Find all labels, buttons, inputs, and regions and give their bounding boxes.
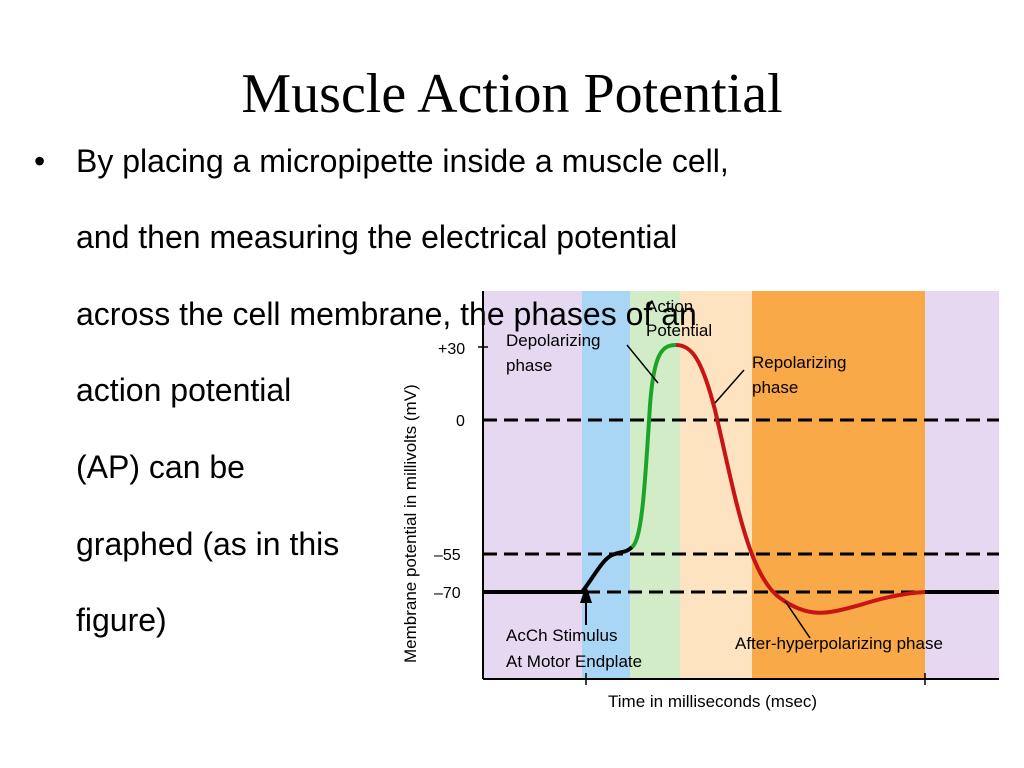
y-tick-label-0: 0 xyxy=(456,413,465,430)
action-potential-label-line2: Potential xyxy=(646,321,712,340)
y-tick-label-plus30: +30 xyxy=(438,341,465,358)
x-axis-label: Time in milliseconds (msec) xyxy=(608,692,817,711)
y-tick-label-minus70: –70 xyxy=(434,585,461,602)
band-depolarizing xyxy=(630,291,680,679)
bullet-dot: • xyxy=(34,143,46,179)
band-stimulus xyxy=(582,291,630,679)
bullet-line-7: figure) xyxy=(76,602,167,638)
repolarizing-label-line2: phase xyxy=(752,378,798,397)
y-tick-label-minus55: –55 xyxy=(434,547,461,564)
depolarizing-label-line1: Depolarizing xyxy=(506,331,601,350)
depolarizing-pointer xyxy=(626,344,659,384)
bullet-line-5: (AP) can be xyxy=(76,449,245,485)
bullet-line-1: By placing a micropipette inside a muscl… xyxy=(76,143,729,179)
band-resting xyxy=(483,291,582,679)
depolarizing-label-line2: phase xyxy=(506,356,552,375)
y-axis-label: Membrane potential in millivolts (mV) xyxy=(401,384,420,663)
after-hyper-label: After-hyperpolarizing phase xyxy=(735,634,943,653)
trace-repolarizing xyxy=(675,343,926,615)
stimulus-label-line1: AcCh Stimulus xyxy=(506,626,617,645)
stimulus-label-line2: At Motor Endplate xyxy=(506,652,642,671)
repolarizing-label-line1: Repolarizing xyxy=(752,353,847,372)
action-potential-figure: +30 0 –55 –70 Depolarizing phase Action … xyxy=(401,291,999,711)
bullet-line-2: and then measuring the electrical potent… xyxy=(76,219,678,255)
after-hyper-pointer xyxy=(784,600,811,639)
action-potential-label-line1: Action xyxy=(646,297,693,316)
bullet-line-6: graphed (as in this xyxy=(76,526,340,562)
band-repolarizing xyxy=(680,291,752,679)
bullet-line-3: across the cell membrane, the phases of … xyxy=(76,296,697,332)
stimulus-arrowhead xyxy=(580,585,592,603)
trace-resting xyxy=(483,545,634,594)
repolarizing-pointer xyxy=(714,369,745,404)
band-return xyxy=(925,291,999,679)
bullet-line-4: action potential xyxy=(76,372,292,408)
slide-title: Muscle Action Potential xyxy=(241,63,783,125)
band-after-hyper xyxy=(752,291,925,679)
trace-depolarizing xyxy=(630,343,677,549)
